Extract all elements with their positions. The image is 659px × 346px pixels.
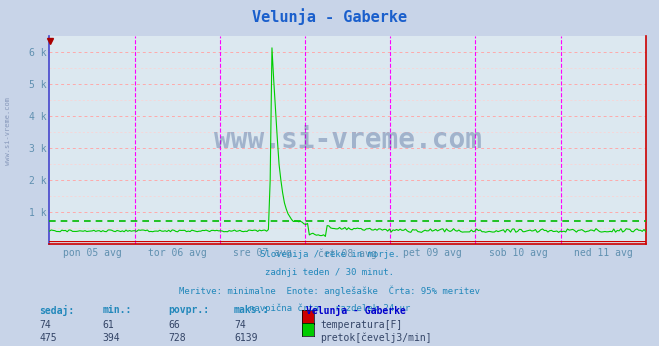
Text: www.si-vreme.com: www.si-vreme.com [5, 98, 11, 165]
Text: min.:: min.: [102, 305, 132, 315]
Text: temperatura[F]: temperatura[F] [320, 320, 403, 330]
Text: maks.:: maks.: [234, 305, 269, 315]
Text: Velunja - Gaberke: Velunja - Gaberke [252, 9, 407, 26]
Text: 394: 394 [102, 333, 120, 343]
Text: 475: 475 [40, 333, 57, 343]
Text: navpična črta - razdelek 24 ur: navpična črta - razdelek 24 ur [249, 304, 410, 313]
Text: Velunja - Gaberke: Velunja - Gaberke [306, 305, 407, 316]
Text: povpr.:: povpr.: [168, 305, 209, 315]
Text: 6139: 6139 [234, 333, 258, 343]
Text: zadnji teden / 30 minut.: zadnji teden / 30 minut. [265, 268, 394, 277]
Text: 74: 74 [234, 320, 246, 330]
Text: Slovenija / reke in morje.: Slovenija / reke in morje. [260, 250, 399, 259]
Text: 61: 61 [102, 320, 114, 330]
Text: 66: 66 [168, 320, 180, 330]
Text: Meritve: minimalne  Enote: anglešaške  Črta: 95% meritev: Meritve: minimalne Enote: anglešaške Črt… [179, 286, 480, 296]
Text: 74: 74 [40, 320, 51, 330]
Text: 728: 728 [168, 333, 186, 343]
Text: www.si-vreme.com: www.si-vreme.com [214, 126, 482, 154]
Text: pretok[čevelj3/min]: pretok[čevelj3/min] [320, 333, 432, 343]
Text: sedaj:: sedaj: [40, 305, 74, 316]
